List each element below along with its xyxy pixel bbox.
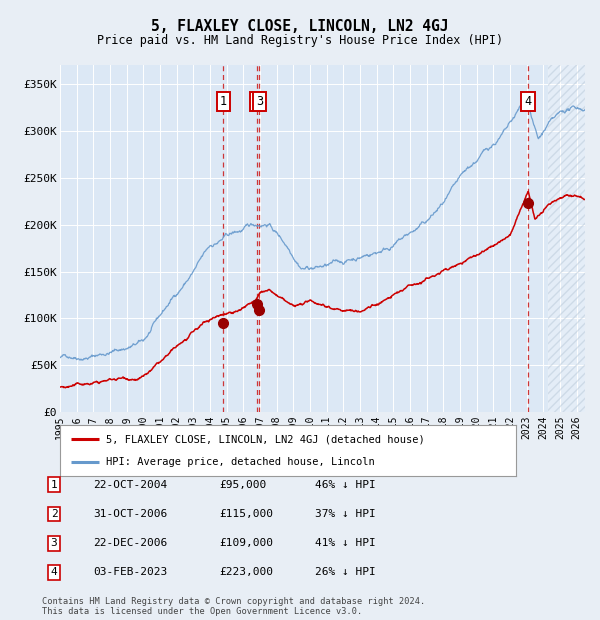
Text: £95,000: £95,000	[219, 480, 266, 490]
Text: £115,000: £115,000	[219, 509, 273, 519]
Text: 3: 3	[50, 538, 58, 548]
Text: 41% ↓ HPI: 41% ↓ HPI	[315, 538, 376, 548]
Text: 31-OCT-2006: 31-OCT-2006	[93, 509, 167, 519]
Bar	[548, 65, 585, 412]
Text: 26% ↓ HPI: 26% ↓ HPI	[315, 567, 376, 577]
Text: 46% ↓ HPI: 46% ↓ HPI	[315, 480, 376, 490]
Text: 03-FEB-2023: 03-FEB-2023	[93, 567, 167, 577]
Bar	[548, 65, 585, 412]
Text: This data is licensed under the Open Government Licence v3.0.: This data is licensed under the Open Gov…	[42, 606, 362, 616]
Text: 22-DEC-2006: 22-DEC-2006	[93, 538, 167, 548]
Text: £223,000: £223,000	[219, 567, 273, 577]
Text: 5, FLAXLEY CLOSE, LINCOLN, LN2 4GJ: 5, FLAXLEY CLOSE, LINCOLN, LN2 4GJ	[151, 19, 449, 33]
Text: 5, FLAXLEY CLOSE, LINCOLN, LN2 4GJ (detached house): 5, FLAXLEY CLOSE, LINCOLN, LN2 4GJ (deta…	[106, 434, 424, 444]
Text: 2: 2	[254, 95, 261, 108]
Text: 3: 3	[256, 95, 263, 108]
Text: 4: 4	[524, 95, 532, 108]
Text: 4: 4	[50, 567, 58, 577]
Text: Price paid vs. HM Land Registry's House Price Index (HPI): Price paid vs. HM Land Registry's House …	[97, 34, 503, 47]
Text: Contains HM Land Registry data © Crown copyright and database right 2024.: Contains HM Land Registry data © Crown c…	[42, 597, 425, 606]
Text: 37% ↓ HPI: 37% ↓ HPI	[315, 509, 376, 519]
Text: 2: 2	[50, 509, 58, 519]
Text: £109,000: £109,000	[219, 538, 273, 548]
Text: 1: 1	[220, 95, 227, 108]
Text: HPI: Average price, detached house, Lincoln: HPI: Average price, detached house, Linc…	[106, 458, 374, 467]
Text: 1: 1	[50, 480, 58, 490]
Text: 22-OCT-2004: 22-OCT-2004	[93, 480, 167, 490]
